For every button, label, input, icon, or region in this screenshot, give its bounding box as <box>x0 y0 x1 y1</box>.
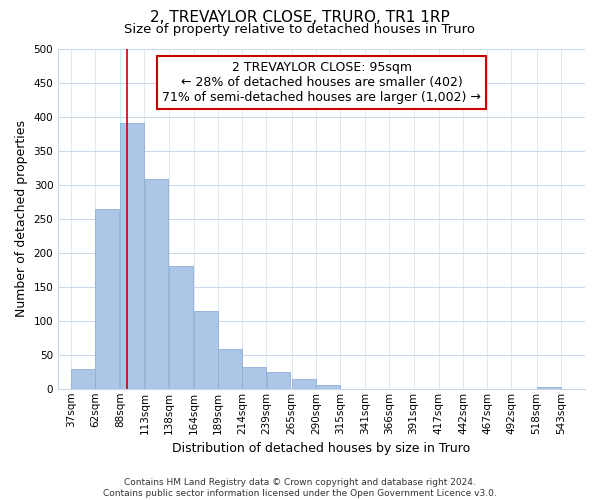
Bar <box>316 384 340 389</box>
Y-axis label: Number of detached properties: Number of detached properties <box>15 120 28 318</box>
Bar <box>71 369 95 389</box>
Bar <box>95 208 119 389</box>
Text: Contains HM Land Registry data © Crown copyright and database right 2024.
Contai: Contains HM Land Registry data © Crown c… <box>103 478 497 498</box>
Text: 2, TREVAYLOR CLOSE, TRURO, TR1 1RP: 2, TREVAYLOR CLOSE, TRURO, TR1 1RP <box>150 10 450 25</box>
Bar <box>145 180 169 389</box>
Bar <box>120 123 144 389</box>
Bar <box>218 350 242 389</box>
Bar <box>194 310 218 389</box>
Bar <box>169 266 193 389</box>
X-axis label: Distribution of detached houses by size in Truro: Distribution of detached houses by size … <box>172 442 471 455</box>
Text: 2 TREVAYLOR CLOSE: 95sqm
← 28% of detached houses are smaller (402)
71% of semi-: 2 TREVAYLOR CLOSE: 95sqm ← 28% of detach… <box>162 61 481 104</box>
Bar <box>537 388 560 389</box>
Bar <box>292 378 316 389</box>
Bar <box>266 372 290 389</box>
Text: Size of property relative to detached houses in Truro: Size of property relative to detached ho… <box>125 22 476 36</box>
Bar <box>242 367 266 389</box>
